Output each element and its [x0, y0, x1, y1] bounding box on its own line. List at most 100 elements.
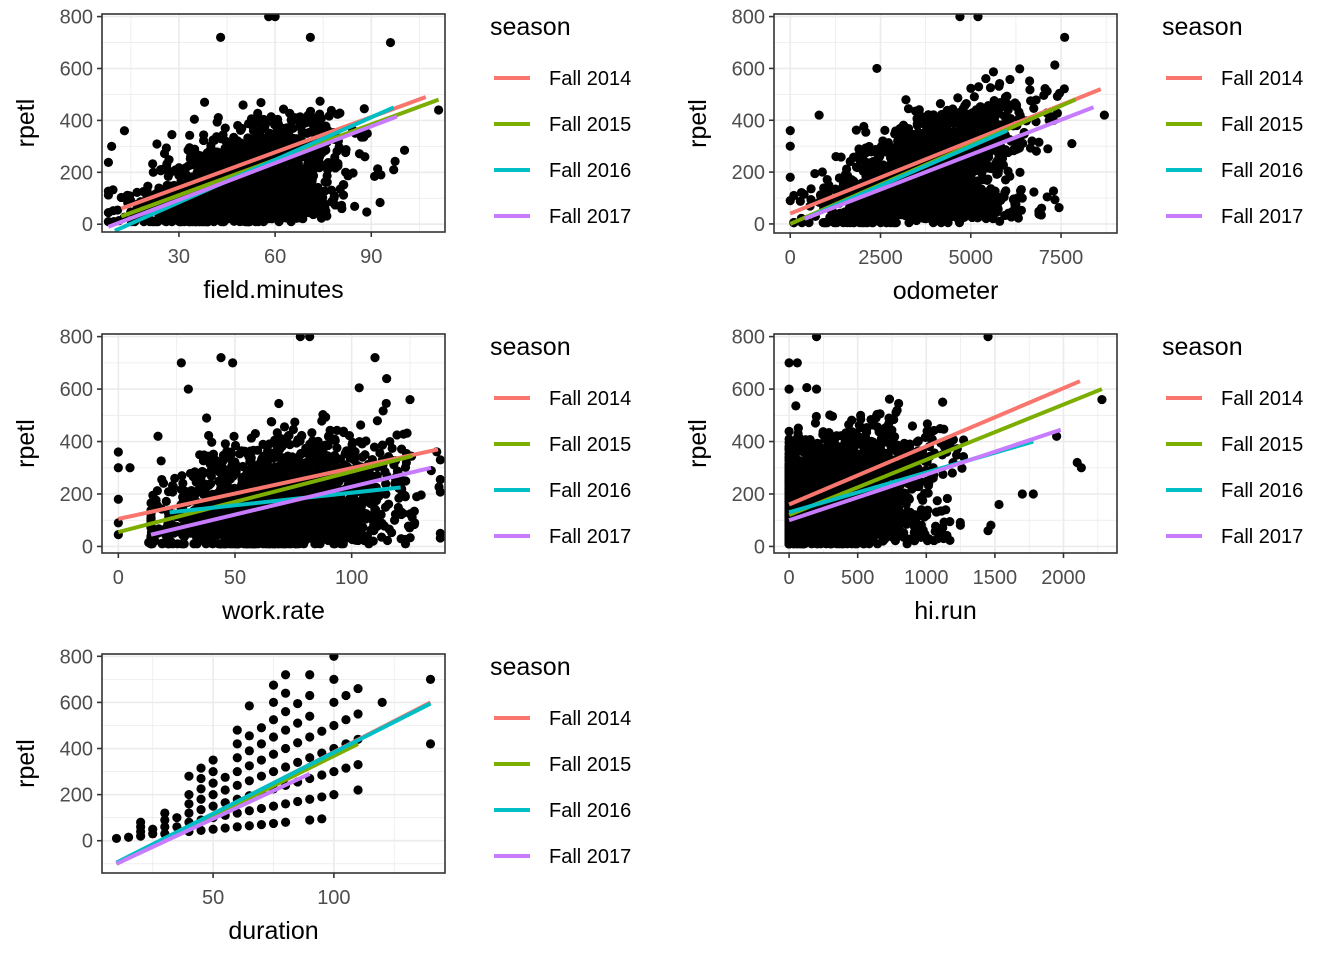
data-point: [354, 383, 364, 393]
data-point: [909, 130, 920, 141]
data-point: [186, 160, 196, 170]
data-point: [217, 184, 227, 195]
data-point: [1036, 210, 1046, 220]
data-point: [817, 167, 827, 177]
data-point: [934, 134, 944, 144]
data-point: [835, 208, 845, 218]
data-point: [302, 128, 312, 139]
data-point: [402, 428, 412, 438]
data-point: [1005, 171, 1015, 181]
data-point: [962, 157, 972, 167]
data-point: [174, 207, 184, 217]
data-point: [334, 142, 344, 152]
data-point: [162, 159, 172, 169]
data-point: [1031, 146, 1041, 156]
data-point: [161, 143, 171, 153]
data-point-outlier: [148, 167, 158, 177]
data-point: [951, 187, 962, 198]
data-point-outlier: [376, 170, 386, 180]
data-point: [1052, 91, 1062, 101]
data-point: [277, 207, 287, 217]
data-point: [831, 151, 841, 162]
data-point: [329, 191, 340, 201]
data-point-outlier: [969, 203, 979, 213]
data-point: [933, 187, 943, 198]
data-point: [412, 492, 422, 502]
data-point: [274, 398, 284, 409]
data-point: [948, 104, 958, 114]
legend-item-fall-2015: Fall 2015: [1166, 114, 1303, 136]
data-point: [927, 128, 938, 138]
data-point: [975, 102, 985, 112]
data-point: [152, 486, 162, 496]
data-point: [209, 163, 219, 173]
data-point: [315, 96, 325, 106]
data-point: [857, 152, 867, 163]
data-point: [435, 474, 445, 485]
data-point: [199, 200, 210, 210]
data-point: [314, 163, 325, 173]
data-point: [1043, 144, 1053, 154]
data-point: [216, 209, 226, 219]
data-point: [241, 209, 251, 219]
data-point-outlier: [814, 110, 824, 120]
data-point: [251, 213, 261, 223]
data-point: [969, 92, 979, 102]
data-point: [1011, 102, 1022, 112]
data-point: [250, 183, 260, 193]
data-point: [998, 160, 1009, 170]
y-tick-label: 600: [60, 59, 93, 81]
data-point: [895, 123, 905, 134]
data-point: [878, 211, 888, 221]
data-point: [108, 206, 118, 216]
data-point-outlier: [107, 141, 117, 151]
data-point: [216, 194, 227, 204]
data-point: [305, 106, 316, 116]
data-point: [907, 192, 917, 202]
data-point: [321, 145, 331, 155]
data-point-outlier: [785, 172, 795, 182]
data-point: [903, 104, 914, 114]
data-point: [977, 192, 987, 202]
data-point: [867, 218, 877, 228]
data-point: [989, 96, 999, 106]
data-point: [207, 194, 217, 204]
data-point: [910, 146, 920, 156]
y-tick-label: 800: [732, 7, 765, 29]
x-tick-label: 5000: [949, 247, 994, 269]
data-point: [347, 439, 357, 450]
data-point: [223, 190, 234, 200]
data-point: [148, 159, 158, 169]
legend-label: Fall 2017: [1221, 206, 1303, 228]
x-tick-label: 30: [168, 246, 190, 268]
data-point: [1040, 84, 1050, 94]
panel-border: [101, 13, 446, 233]
data-point: [103, 157, 114, 167]
data-point: [1026, 96, 1036, 106]
data-point: [952, 176, 962, 186]
regression-line-fall-2017: [107, 114, 398, 229]
data-point: [895, 208, 905, 219]
data-point-outlier: [995, 216, 1005, 226]
data-point: [174, 170, 184, 181]
data-point: [300, 176, 310, 186]
data-point: [316, 213, 327, 223]
x-tick-label: 60: [264, 246, 286, 268]
data-point: [285, 108, 295, 118]
data-point: [320, 203, 330, 213]
data-point: [985, 83, 996, 93]
data-point: [867, 203, 877, 213]
data-point: [810, 168, 820, 179]
data-point: [868, 167, 878, 177]
data-point: [235, 153, 246, 163]
data-point: [1042, 192, 1052, 202]
y-tick-label: 200: [60, 162, 93, 184]
data-point: [901, 199, 911, 209]
data-point: [256, 97, 266, 108]
y-axis-title: rpetl: [684, 99, 712, 148]
data-point: [212, 147, 223, 157]
legend-label: Fall 2014: [549, 68, 631, 90]
data-point: [378, 406, 388, 416]
